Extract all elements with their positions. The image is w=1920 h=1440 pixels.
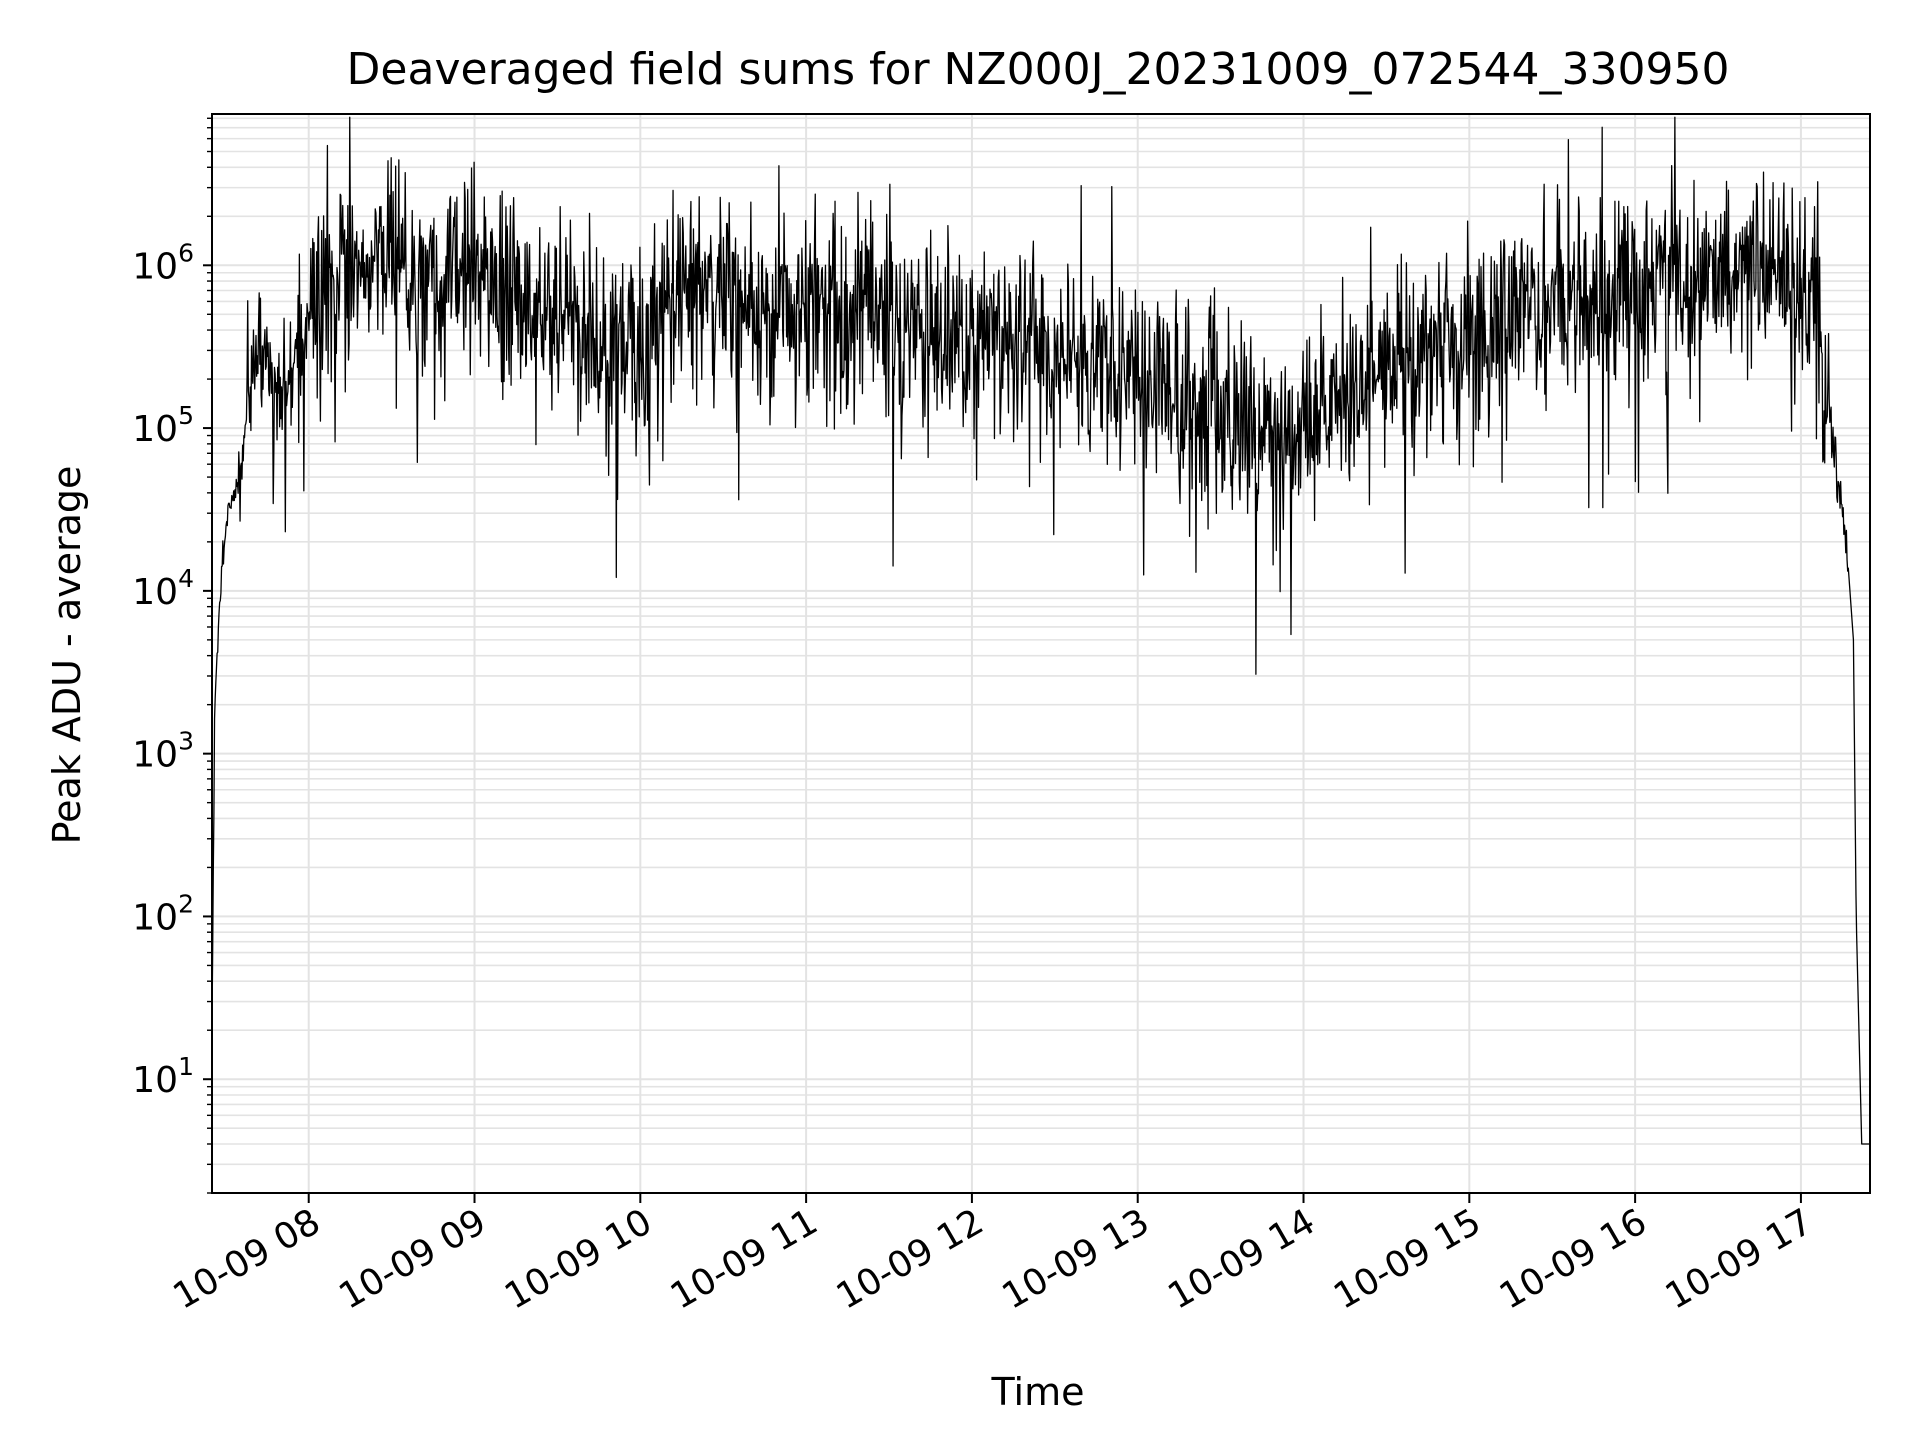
y-axis-ticks: 101 102 103 104 105 106 [132,117,212,1194]
chart-title: Deaveraged field sums for NZ000J_2023100… [347,44,1730,95]
x-axis-label: Time [991,1370,1085,1414]
y-tick-label: 102 [132,889,194,938]
y-axis-label: Peak ADU - average [45,466,89,845]
data-series [211,116,1871,1145]
y-tick-label: 104 [132,564,194,613]
plot-border [211,113,1871,1194]
plot-frame [211,113,1871,1194]
y-tick-label: 103 [132,727,194,776]
y-tick-label: 105 [132,401,194,450]
y-tick-label: 106 [132,238,194,287]
y-tick-label: 101 [132,1052,194,1101]
series-line [211,116,1871,1145]
